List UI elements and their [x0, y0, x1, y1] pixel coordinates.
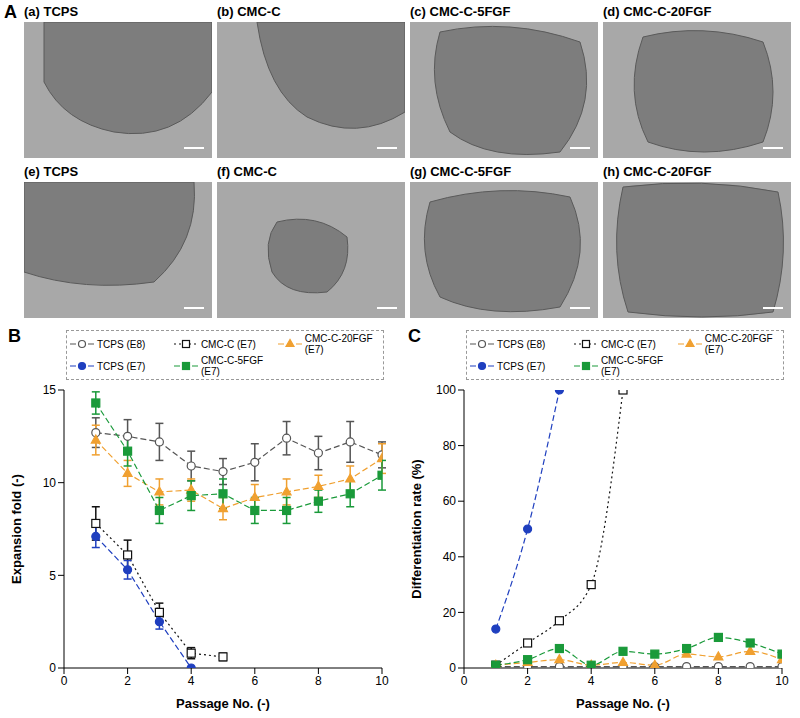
svg-text:0: 0: [449, 661, 456, 675]
svg-text:Passage No. (-): Passage No. (-): [176, 696, 270, 711]
html-text:(d) CMC-C-20FGF: (d) CMC-C-20FGF: [603, 4, 712, 19]
html-text:(f) CMC-C: (f) CMC-C: [217, 164, 277, 179]
html-text:(b) CMC-C: (b) CMC-C: [217, 4, 281, 19]
svg-text:6: 6: [651, 674, 658, 688]
svg-text:10: 10: [43, 476, 57, 490]
svg-text:8: 8: [315, 674, 322, 688]
svg-text:Expansion fold (-): Expansion fold (-): [9, 474, 24, 584]
html-text:(g) CMC-C-5FGF: (g) CMC-C-5FGF: [410, 164, 512, 179]
svg-text:2: 2: [124, 674, 131, 688]
html-text:CMC-C-5FGF (E7): CMC-C-5FGF (E7): [200, 355, 264, 377]
svg-text:80: 80: [443, 439, 457, 453]
html-text:C: C: [408, 326, 421, 346]
svg-text:10: 10: [375, 674, 389, 688]
svg-text:10: 10: [775, 674, 789, 688]
html-text:A: A: [4, 2, 17, 22]
html-text:(e) TCPS: (e) TCPS: [24, 164, 79, 179]
html-text:CMC-C (E7): CMC-C (E7): [200, 338, 256, 350]
html-text:(c) CMC-C-5FGF: (c) CMC-C-5FGF: [410, 4, 511, 19]
svg-text:Differentiation rate (%): Differentiation rate (%): [409, 459, 424, 598]
html-text:CMC-C-5FGF (E7): CMC-C-5FGF (E7): [600, 355, 664, 377]
svg-text:Passage No. (-): Passage No. (-): [576, 696, 670, 711]
html-text:B: B: [8, 326, 21, 346]
html-text:(a) TCPS: (a) TCPS: [24, 4, 79, 19]
svg-text:0: 0: [61, 674, 68, 688]
svg-text:4: 4: [588, 674, 595, 688]
svg-text:0: 0: [461, 674, 468, 688]
svg-text:20: 20: [443, 606, 457, 620]
svg-text:6: 6: [251, 674, 258, 688]
html-text:CMC-C (E7): CMC-C (E7): [600, 338, 656, 350]
html-text:TCPS (E8): TCPS (E8): [497, 338, 546, 350]
svg-text:4: 4: [188, 674, 195, 688]
html-text:TCPS (E7): TCPS (E7): [497, 360, 546, 372]
svg-text:40: 40: [443, 550, 457, 564]
svg-text:0: 0: [49, 661, 56, 675]
svg-text:100: 100: [436, 383, 456, 397]
html-text:(h) CMC-C-20FGF: (h) CMC-C-20FGF: [603, 164, 712, 179]
html-text:CMC-C-20FGF (E7): CMC-C-20FGF (E7): [704, 333, 773, 355]
svg-text:5: 5: [49, 569, 56, 583]
html-text:TCPS (E8): TCPS (E8): [97, 338, 146, 350]
html-text:CMC-C-20FGF (E7): CMC-C-20FGF (E7): [304, 333, 373, 355]
svg-text:60: 60: [443, 494, 457, 508]
svg-text:15: 15: [43, 383, 57, 397]
svg-text:8: 8: [715, 674, 722, 688]
svg-text:2: 2: [524, 674, 531, 688]
html-text:TCPS (E7): TCPS (E7): [97, 360, 146, 372]
